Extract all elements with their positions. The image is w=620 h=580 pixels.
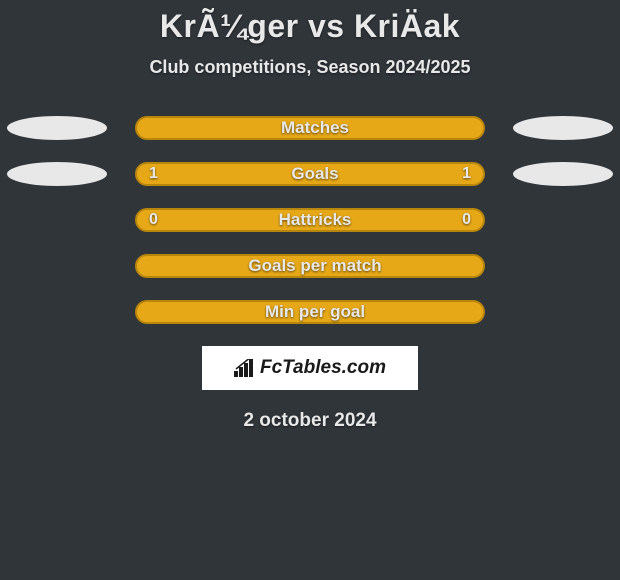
chart-icon — [234, 359, 256, 377]
subtitle: Club competitions, Season 2024/2025 — [0, 57, 620, 78]
date-text: 2 october 2024 — [0, 410, 620, 432]
stat-label: Goals per match — [248, 256, 381, 276]
stat-value-left: 1 — [149, 165, 158, 183]
stat-bar: Goals per match — [135, 254, 485, 278]
stat-bar: Min per goal — [135, 300, 485, 324]
stat-label: Min per goal — [265, 302, 365, 322]
stat-row: 0 Hattricks 0 — [0, 208, 620, 232]
logo: FcTables.com — [234, 357, 386, 379]
ellipse-left — [7, 162, 107, 186]
stat-value-right: 0 — [462, 211, 471, 229]
stat-label: Matches — [281, 118, 349, 138]
stat-row: Goals per match — [0, 254, 620, 278]
logo-box: FcTables.com — [202, 346, 418, 390]
page-title: KrÃ¼ger vs KriÄak — [0, 8, 620, 45]
stats-rows: Matches 1 Goals 1 0 Hattricks 0 Goals per match… — [0, 116, 620, 324]
stat-value-left: 0 — [149, 211, 158, 229]
stats-comparison: KrÃ¼ger vs KriÄak Club competitions, Sea… — [0, 0, 620, 432]
stat-label: Goals — [291, 164, 338, 184]
ellipse-right — [513, 162, 613, 186]
logo-text: FcTables.com — [260, 357, 386, 379]
ellipse-right — [513, 116, 613, 140]
stat-row: 1 Goals 1 — [0, 162, 620, 186]
ellipse-left — [7, 116, 107, 140]
stat-value-right: 1 — [462, 165, 471, 183]
stat-label: Hattricks — [279, 210, 352, 230]
stat-bar: 0 Hattricks 0 — [135, 208, 485, 232]
stat-bar: Matches — [135, 116, 485, 140]
stat-row: Matches — [0, 116, 620, 140]
stat-row: Min per goal — [0, 300, 620, 324]
stat-bar: 1 Goals 1 — [135, 162, 485, 186]
